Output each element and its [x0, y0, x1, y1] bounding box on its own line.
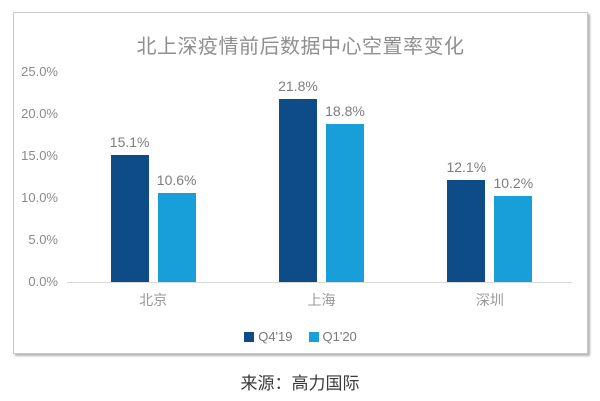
bar-value-label: 12.1% — [446, 159, 487, 175]
y-axis-tick-label: 20.0% — [21, 106, 58, 121]
legend-swatch — [308, 331, 319, 342]
bar-Q1'20-深圳 — [494, 196, 533, 282]
legend-item: Q4'19 — [244, 329, 293, 344]
legend-item: Q1'20 — [308, 329, 357, 344]
source-note: 来源：高力国际 — [240, 374, 360, 393]
chart-container: 北上深疫情前后数据中心空置率变化 25.0% 20.0% 15.0% 10.0% 5.0… — [13, 12, 588, 354]
legend-label: Q1'20 — [322, 329, 357, 344]
x-axis-line — [67, 282, 572, 283]
y-axis-tick-label: 15.0% — [21, 148, 58, 163]
legend-label: Q4'19 — [258, 329, 293, 344]
legend-swatch — [244, 331, 255, 342]
plot-area: 25.0% 20.0% 15.0% 10.0% 5.0% 0.0% 15.1% 10.6% 北京… — [14, 13, 587, 353]
y-axis-tick-label: 25.0% — [21, 64, 58, 79]
bar-value-label: 21.8% — [278, 78, 318, 94]
bar-Q1'20-上海 — [326, 124, 364, 282]
x-axis-category-label: 深圳 — [475, 292, 504, 308]
bar-value-label: 18.8% — [325, 103, 365, 119]
y-axis-tick-label: 0.0% — [28, 274, 58, 289]
bar-value-label: 15.1% — [109, 134, 150, 150]
y-axis-tick-label: 10.0% — [21, 190, 58, 205]
bar-Q4'19-深圳 — [447, 180, 486, 282]
bar-value-label: 10.6% — [156, 172, 197, 188]
x-axis-category-label: 北京 — [139, 292, 168, 308]
x-axis-category-label: 上海 — [307, 292, 336, 308]
bar-Q4'19-北京 — [110, 155, 149, 282]
bar-Q4'19-上海 — [279, 99, 317, 282]
bar-Q1'20-北京 — [157, 193, 196, 282]
bar-value-label: 10.2% — [493, 175, 534, 191]
chart-legend: Q4'19 Q1'20 — [14, 329, 587, 344]
chart-title: 北上深疫情前后数据中心空置率变化 — [136, 36, 465, 58]
y-axis-tick-label: 5.0% — [28, 232, 58, 247]
